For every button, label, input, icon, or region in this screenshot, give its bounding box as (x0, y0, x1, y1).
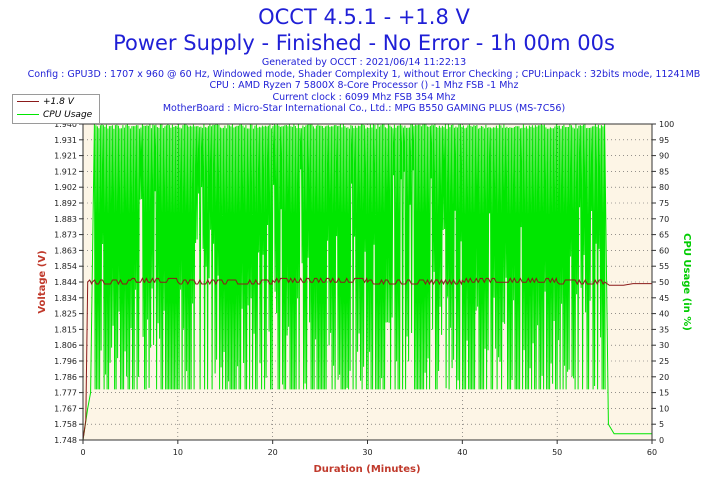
y-left-tick-label: 1.825 (54, 310, 77, 319)
y-left-tick-label: 1.796 (54, 357, 77, 366)
y-right-tick-label: 80 (659, 183, 669, 192)
y-right-tick-label: 55 (659, 262, 669, 271)
motherboard-info: MotherBoard : Micro-Star International C… (162, 103, 566, 114)
y-right-tick-label: 5 (659, 420, 664, 429)
y-left-tick-label: 1.834 (54, 294, 77, 303)
y-right-tick-label: 100 (659, 120, 674, 129)
x-tick-label: 10 (173, 448, 183, 457)
y-left-axis-title: Voltage (V) (37, 250, 48, 313)
legend-swatch-cpu (17, 114, 39, 115)
y-left-tick-label: 1.786 (54, 373, 77, 382)
y-right-tick-label: 75 (659, 199, 669, 208)
y-right-tick-label: 90 (659, 152, 669, 161)
y-left-tick-label: 1.806 (54, 341, 77, 350)
legend-item-cpu: CPU Usage (17, 109, 92, 121)
y-left-tick-label: 1.931 (54, 136, 77, 145)
y-left-tick-label: 1.912 (54, 167, 77, 176)
y-right-tick-label: 25 (659, 357, 669, 366)
y-left-tick-label: 1.883 (54, 215, 77, 224)
y-left-tick-label: 1.815 (54, 325, 77, 334)
y-right-tick-label: 45 (659, 294, 669, 303)
legend-swatch-voltage (17, 101, 39, 102)
x-tick-label: 60 (647, 448, 657, 457)
y-left-tick-label: 1.863 (54, 246, 77, 255)
chart-subtitle: Power Supply - Finished - No Error - 1h … (113, 31, 615, 55)
x-tick-label: 50 (552, 448, 562, 457)
generated-info: Generated by OCCT : 2021/06/14 11:22:13 (261, 57, 467, 68)
legend-item-voltage: +1.8 V (17, 96, 74, 108)
x-tick-label: 0 (80, 448, 85, 457)
y-left-tick-label: 1.844 (54, 278, 77, 287)
legend-label-voltage: +1.8 V (43, 97, 74, 107)
y-left-tick-label: 1.902 (54, 183, 77, 192)
legend: +1.8 V CPU Usage (12, 94, 100, 124)
x-tick-label: 20 (268, 448, 278, 457)
x-tick-label: 30 (362, 448, 372, 457)
y-right-tick-label: 50 (659, 278, 669, 287)
y-left-tick-label: 1.940 (54, 120, 77, 129)
y-right-tick-label: 95 (659, 136, 669, 145)
y-left-tick-label: 1.892 (54, 199, 77, 208)
y-left-tick-label: 1.777 (54, 389, 77, 398)
y-right-tick-label: 70 (659, 215, 669, 224)
y-right-tick-label: 15 (659, 389, 669, 398)
y-right-tick-label: 60 (659, 246, 669, 255)
config-info: Config : GPU3D : 1707 x 960 @ 60 Hz, Win… (27, 68, 701, 80)
y-left-tick-label: 1.767 (54, 404, 77, 413)
chart-title: OCCT 4.5.1 - +1.8 V (258, 5, 470, 29)
y-right-axis-title: CPU Usage (in %) (681, 233, 692, 331)
cpu-info: CPU : AMD Ryzen 7 5800X 8-Core Processor… (209, 80, 519, 91)
plot-border (82, 123, 653, 441)
y-right-tick-label: 65 (659, 231, 669, 240)
y-left-tick-label: 1.873 (54, 231, 77, 240)
x-tick-label: 40 (457, 448, 467, 457)
x-axis-title: Duration (Minutes) (313, 464, 420, 475)
clock-info: Current clock : 6099 Mhz FSB 354 Mhz (272, 91, 456, 103)
y-left-tick-label: 1.748 (54, 436, 77, 445)
y-left-tick-label: 1.921 (54, 152, 77, 161)
legend-label-cpu: CPU Usage (43, 110, 93, 120)
y-right-tick-label: 40 (659, 310, 669, 319)
y-right-tick-label: 85 (659, 167, 669, 176)
y-left-tick-label: 1.854 (54, 262, 77, 271)
y-left-tick-label: 1.758 (54, 420, 77, 429)
y-right-tick-label: 30 (659, 341, 669, 350)
voltage-line (82, 276, 652, 441)
y-right-tick-label: 20 (659, 373, 669, 382)
y-right-tick-label: 35 (659, 325, 669, 334)
y-right-tick-label: 10 (659, 404, 669, 413)
y-right-tick-label: 0 (659, 436, 664, 445)
cpu-usage-line (82, 123, 652, 441)
